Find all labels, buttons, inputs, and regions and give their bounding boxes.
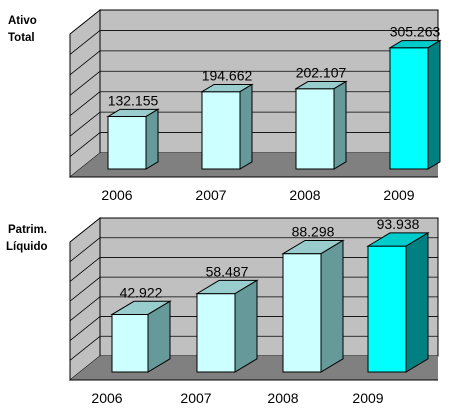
chart-patrimonio-liquido: Patrim. Líquido 42.922 58.487 88.298 93.938…	[6, 216, 439, 406]
bar	[367, 245, 407, 373]
gridline	[69, 316, 101, 341]
gridline	[69, 257, 101, 282]
data-label: 42.922	[120, 284, 163, 300]
bar	[111, 313, 149, 373]
gridline	[69, 132, 101, 157]
x-tick-label: 2007	[195, 187, 226, 203]
data-label: 58.487	[206, 263, 249, 279]
bar-side	[145, 108, 159, 170]
bar	[282, 253, 322, 373]
side-wall	[69, 8, 101, 179]
x-tick-label: 2006	[91, 390, 122, 406]
data-label: 194.662	[202, 67, 253, 83]
data-label: 132.155	[108, 92, 159, 108]
x-tick-label: 2009	[352, 390, 383, 406]
bar-side	[333, 80, 347, 170]
chart-title: Patrim.	[8, 224, 47, 236]
gridline	[69, 91, 101, 117]
data-label: 202.107	[296, 65, 347, 81]
bar	[201, 91, 241, 170]
bar-side	[320, 239, 344, 373]
gridline	[69, 296, 101, 322]
bar-side	[147, 300, 171, 373]
gridline	[69, 111, 101, 137]
x-tick-label: 2009	[383, 187, 414, 203]
x-tick-label: 2007	[180, 390, 211, 406]
gridline	[69, 30, 101, 55]
side-wall	[69, 216, 101, 382]
x-tick-label: 2006	[101, 187, 132, 203]
gridline	[69, 70, 101, 96]
bar	[389, 47, 429, 170]
data-label: 88.298	[292, 223, 335, 239]
bar-side	[427, 39, 441, 170]
gridline	[69, 335, 101, 361]
bar-side	[405, 232, 429, 373]
bar	[295, 88, 335, 170]
gridline	[69, 50, 101, 76]
gridline	[69, 276, 101, 302]
data-label: 93.938	[377, 216, 420, 232]
plot-area: 132.155 194.662 202.107 305.263	[69, 8, 442, 179]
x-tick-label: 2008	[267, 390, 298, 406]
gridline	[69, 237, 101, 263]
chart-title: Ativo	[8, 15, 37, 27]
bar-side	[234, 279, 258, 373]
chart-ativo-total: Ativo Total 132.155 194.662 202.107 305.263…	[8, 8, 442, 203]
bar	[107, 116, 147, 170]
chart-title: Líquido	[6, 241, 48, 253]
plot-area: 42.922 58.487 88.298 93.938	[69, 216, 439, 382]
x-tick-label: 2008	[289, 187, 320, 203]
data-label: 305.263	[390, 24, 441, 40]
chart-title: Total	[8, 32, 35, 44]
bar	[196, 293, 236, 373]
bar-side	[239, 83, 253, 170]
